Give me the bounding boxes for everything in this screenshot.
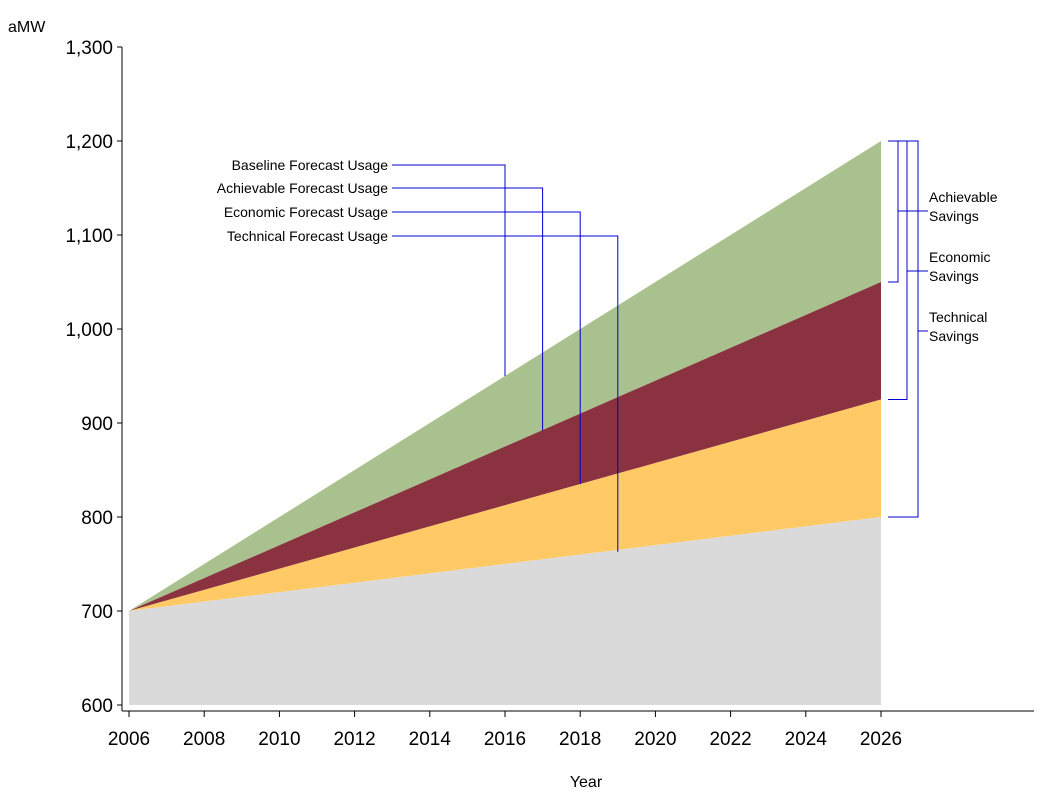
axes-group	[121, 47, 1034, 712]
x-tick-label: 2020	[634, 729, 676, 750]
y-axis-label: aMW	[8, 19, 46, 36]
y-tick-label: 1,000	[65, 320, 113, 341]
x-tick-label: 2016	[484, 729, 526, 750]
series-annotation-label: Achievable Forecast Usage	[217, 180, 388, 196]
series-annotation-leader	[392, 187, 544, 431]
series-annotation-leader	[392, 164, 506, 376]
x-tick-label: 2022	[709, 729, 751, 750]
y-tick-label: 1,100	[65, 226, 113, 247]
x-tick-label: 2010	[258, 729, 300, 750]
series-annotation-leader	[392, 211, 581, 485]
x-tick-label: 2014	[409, 729, 452, 750]
x-axis-label: Year	[570, 774, 603, 791]
savings-bracket-group: Achievable Savings Economic Savings Technica…	[888, 140, 998, 518]
x-tick-label: 2026	[860, 729, 902, 750]
x-tick-label: 2018	[559, 729, 601, 750]
area-band-achievable-forecast-usage	[129, 282, 881, 611]
area-band-economic-forecast-usage	[129, 399, 881, 611]
y-axis-ticks: 600 700 800 900 1,000 1,100 1,200 1,300	[65, 38, 122, 717]
area-band-technical-forecast-usage	[129, 517, 881, 705]
series-annotation-label: Economic Forecast Usage	[224, 204, 388, 220]
x-tick-label: 2024	[785, 729, 828, 750]
savings-bracket	[888, 140, 919, 518]
x-tick-label: 2006	[108, 729, 150, 750]
savings-bracket-label: Achievable	[929, 189, 998, 205]
y-tick-label: 900	[81, 414, 113, 435]
savings-bracket-label: Economic	[929, 249, 990, 265]
series-annotation-group: Baseline Forecast Usage Achievable Foreca…	[217, 157, 619, 552]
series-annotation-leader	[392, 235, 619, 552]
y-tick-label: 1,300	[65, 38, 113, 59]
x-axis-ticks: 2006 2008 2010 2012 2014 2016 2018 2020 2022 2024…	[108, 711, 902, 750]
y-tick-label: 800	[81, 508, 113, 529]
y-tick-label: 700	[81, 602, 113, 623]
x-tick-label: 2008	[183, 729, 225, 750]
x-tick-label: 2012	[333, 729, 375, 750]
savings-bracket-label: Savings	[929, 208, 979, 224]
savings-bracket-label: Technical	[929, 309, 987, 325]
y-tick-label: 600	[81, 696, 113, 717]
savings-bracket	[888, 140, 899, 283]
savings-bracket-label: Savings	[929, 268, 979, 284]
series-annotation-label: Baseline Forecast Usage	[232, 157, 389, 173]
series-annotation-label: Technical Forecast Usage	[227, 228, 388, 244]
savings-bracket-label: Savings	[929, 328, 979, 344]
y-tick-label: 1,200	[65, 132, 113, 153]
